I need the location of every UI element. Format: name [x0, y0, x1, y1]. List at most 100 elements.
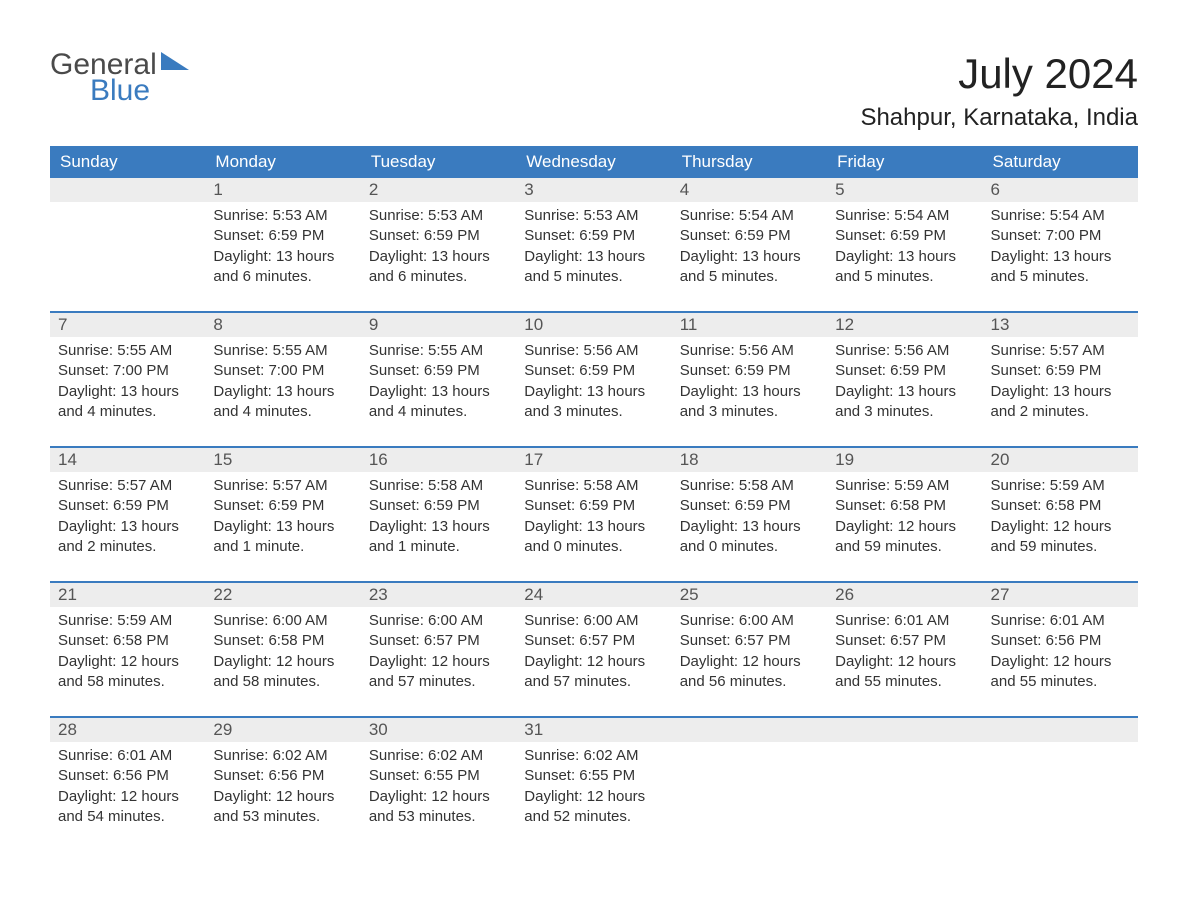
day-content: Sunrise: 5:57 AMSunset: 6:59 PMDaylight:… — [50, 472, 205, 581]
day-content: Sunrise: 6:01 AMSunset: 6:57 PMDaylight:… — [827, 607, 982, 716]
calendar-day-cell: 29Sunrise: 6:02 AMSunset: 6:56 PMDayligh… — [205, 717, 360, 851]
day-header: Monday — [205, 146, 360, 178]
sunset-text: Sunset: 6:59 PM — [524, 496, 663, 516]
sunset-text: Sunset: 6:58 PM — [58, 631, 197, 651]
calendar-day-cell: 17Sunrise: 5:58 AMSunset: 6:59 PMDayligh… — [516, 447, 671, 582]
calendar-body: 1Sunrise: 5:53 AMSunset: 6:59 PMDaylight… — [50, 178, 1138, 851]
day-number: 30 — [361, 718, 516, 742]
sunset-text: Sunset: 6:59 PM — [680, 496, 819, 516]
sunrise-text: Sunrise: 6:02 AM — [213, 746, 352, 766]
day-content: Sunrise: 5:54 AMSunset: 6:59 PMDaylight:… — [827, 202, 982, 311]
day-content: Sunrise: 6:00 AMSunset: 6:57 PMDaylight:… — [361, 607, 516, 716]
daylight-text: Daylight: 13 hours and 3 minutes. — [524, 382, 663, 423]
day-number — [983, 718, 1138, 742]
calendar-day-cell: 6Sunrise: 5:54 AMSunset: 7:00 PMDaylight… — [983, 178, 1138, 312]
day-content: Sunrise: 5:59 AMSunset: 6:58 PMDaylight:… — [50, 607, 205, 716]
day-number: 31 — [516, 718, 671, 742]
sunset-text: Sunset: 6:57 PM — [835, 631, 974, 651]
sunset-text: Sunset: 7:00 PM — [991, 226, 1130, 246]
sunset-text: Sunset: 6:59 PM — [835, 226, 974, 246]
calendar-day-cell — [672, 717, 827, 851]
calendar-day-cell: 19Sunrise: 5:59 AMSunset: 6:58 PMDayligh… — [827, 447, 982, 582]
calendar-day-cell: 9Sunrise: 5:55 AMSunset: 6:59 PMDaylight… — [361, 312, 516, 447]
day-content: Sunrise: 5:58 AMSunset: 6:59 PMDaylight:… — [361, 472, 516, 581]
day-number: 16 — [361, 448, 516, 472]
day-number: 7 — [50, 313, 205, 337]
day-number — [827, 718, 982, 742]
day-header: Wednesday — [516, 146, 671, 178]
calendar-day-cell: 7Sunrise: 5:55 AMSunset: 7:00 PMDaylight… — [50, 312, 205, 447]
sunset-text: Sunset: 6:59 PM — [524, 361, 663, 381]
day-number: 13 — [983, 313, 1138, 337]
sunset-text: Sunset: 6:56 PM — [991, 631, 1130, 651]
calendar-day-cell: 13 Sunrise: 5:57 AMSunset: 6:59 PMDayligh… — [983, 312, 1138, 447]
calendar-day-cell: 12Sunrise: 5:56 AMSunset: 6:59 PMDayligh… — [827, 312, 982, 447]
title-block: July 2024 Shahpur, Karnataka, India — [860, 50, 1138, 132]
day-number: 21 — [50, 583, 205, 607]
sunrise-text: Sunrise: 5:57 AM — [991, 341, 1130, 361]
sunset-text: Sunset: 6:58 PM — [213, 631, 352, 651]
sunrise-text: Sunrise: 5:59 AM — [835, 476, 974, 496]
sunrise-text: Sunrise: 6:02 AM — [524, 746, 663, 766]
sunset-text: Sunset: 6:59 PM — [991, 361, 1130, 381]
sunset-text: Sunset: 6:55 PM — [369, 766, 508, 786]
day-number: 8 — [205, 313, 360, 337]
day-number — [50, 178, 205, 202]
logo-text-bottom: Blue — [90, 76, 189, 106]
sunset-text: Sunset: 6:56 PM — [213, 766, 352, 786]
calendar-table: SundayMondayTuesdayWednesdayThursdayFrid… — [50, 146, 1138, 851]
sunset-text: Sunset: 6:56 PM — [58, 766, 197, 786]
calendar-day-cell: 8Sunrise: 5:55 AMSunset: 7:00 PMDaylight… — [205, 312, 360, 447]
day-number: 11 — [672, 313, 827, 337]
daylight-text: Daylight: 12 hours and 53 minutes. — [213, 787, 352, 828]
daylight-text: Daylight: 13 hours and 2 minutes. — [991, 382, 1130, 423]
calendar-week-row: 28Sunrise: 6:01 AMSunset: 6:56 PMDayligh… — [50, 717, 1138, 851]
sunrise-text: Sunrise: 5:55 AM — [369, 341, 508, 361]
day-number: 5 — [827, 178, 982, 202]
sunrise-text: Sunrise: 5:56 AM — [835, 341, 974, 361]
sunrise-text: Sunrise: 5:54 AM — [991, 206, 1130, 226]
calendar-day-cell: 21Sunrise: 5:59 AMSunset: 6:58 PMDayligh… — [50, 582, 205, 717]
sunset-text: Sunset: 6:59 PM — [680, 226, 819, 246]
sunset-text: Sunset: 7:00 PM — [213, 361, 352, 381]
day-number: 17 — [516, 448, 671, 472]
logo-triangle-icon — [161, 52, 189, 70]
day-number: 19 — [827, 448, 982, 472]
day-content: Sunrise: 6:02 AMSunset: 6:55 PMDaylight:… — [361, 742, 516, 851]
sunrise-text: Sunrise: 6:01 AM — [58, 746, 197, 766]
day-header: Tuesday — [361, 146, 516, 178]
calendar-day-cell: 31Sunrise: 6:02 AMSunset: 6:55 PMDayligh… — [516, 717, 671, 851]
sunrise-text: Sunrise: 5:53 AM — [524, 206, 663, 226]
calendar-day-cell: 10Sunrise: 5:56 AMSunset: 6:59 PMDayligh… — [516, 312, 671, 447]
calendar-day-cell: 11Sunrise: 5:56 AMSunset: 6:59 PMDayligh… — [672, 312, 827, 447]
day-number: 27 — [983, 583, 1138, 607]
day-header: Thursday — [672, 146, 827, 178]
daylight-text: Daylight: 12 hours and 52 minutes. — [524, 787, 663, 828]
day-content: Sunrise: 5:56 AMSunset: 6:59 PMDaylight:… — [827, 337, 982, 446]
daylight-text: Daylight: 13 hours and 0 minutes. — [680, 517, 819, 558]
day-number: 15 — [205, 448, 360, 472]
day-content — [983, 742, 1138, 842]
day-content — [672, 742, 827, 842]
calendar-week-row: 1Sunrise: 5:53 AMSunset: 6:59 PMDaylight… — [50, 178, 1138, 312]
day-content: Sunrise: 5:53 AMSunset: 6:59 PMDaylight:… — [516, 202, 671, 311]
calendar-week-row: 21Sunrise: 5:59 AMSunset: 6:58 PMDayligh… — [50, 582, 1138, 717]
daylight-text: Daylight: 13 hours and 4 minutes. — [58, 382, 197, 423]
day-number: 6 — [983, 178, 1138, 202]
daylight-text: Daylight: 13 hours and 4 minutes. — [369, 382, 508, 423]
calendar-day-cell: 30Sunrise: 6:02 AMSunset: 6:55 PMDayligh… — [361, 717, 516, 851]
day-number: 28 — [50, 718, 205, 742]
calendar-day-cell: 22Sunrise: 6:00 AMSunset: 6:58 PMDayligh… — [205, 582, 360, 717]
calendar-day-cell: 3Sunrise: 5:53 AMSunset: 6:59 PMDaylight… — [516, 178, 671, 312]
calendar-day-cell — [50, 178, 205, 312]
sunset-text: Sunset: 6:59 PM — [835, 361, 974, 381]
sunrise-text: Sunrise: 6:02 AM — [369, 746, 508, 766]
daylight-text: Daylight: 13 hours and 5 minutes. — [835, 247, 974, 288]
daylight-text: Daylight: 12 hours and 58 minutes. — [213, 652, 352, 693]
day-number: 14 — [50, 448, 205, 472]
day-number: 2 — [361, 178, 516, 202]
sunset-text: Sunset: 6:59 PM — [213, 496, 352, 516]
day-header: Sunday — [50, 146, 205, 178]
header: General Blue July 2024 Shahpur, Karnatak… — [50, 50, 1138, 132]
sunrise-text: Sunrise: 5:59 AM — [58, 611, 197, 631]
